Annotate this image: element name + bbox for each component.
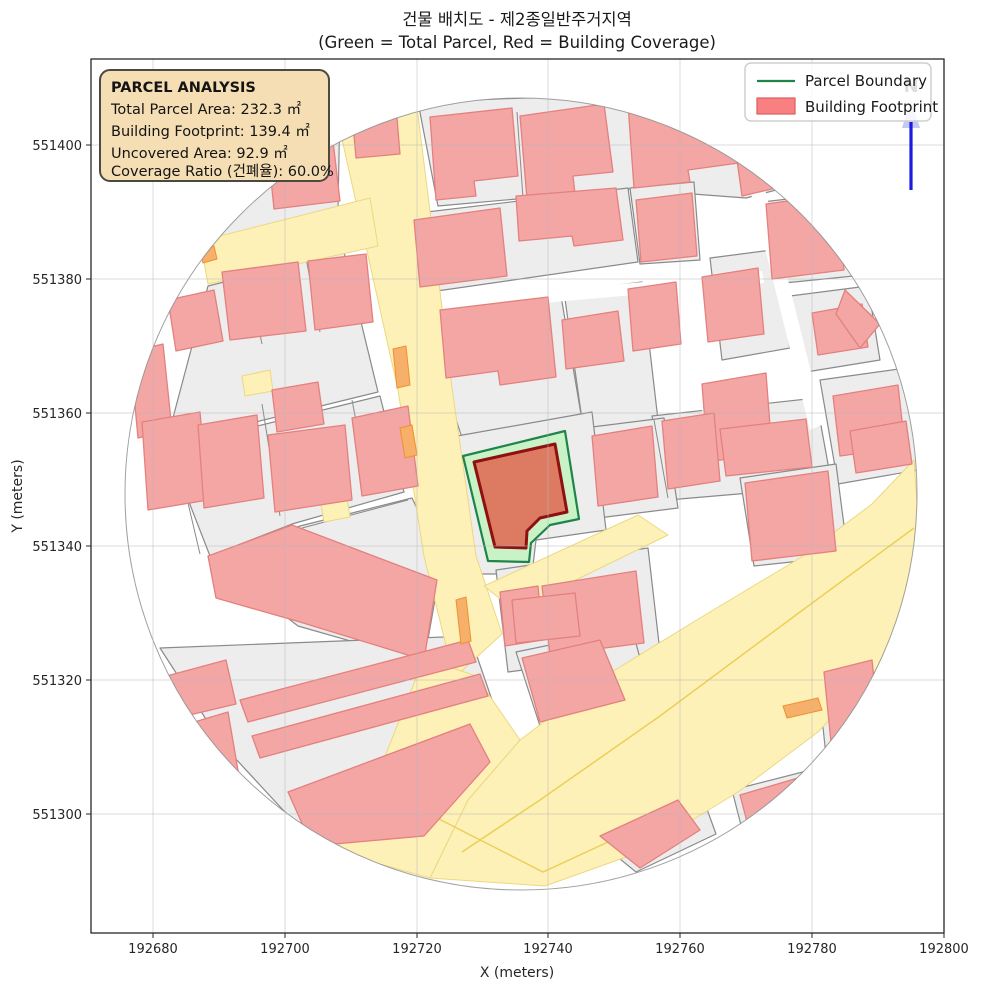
y-tick-label: 551360: [32, 407, 82, 422]
x-tick-label: 192700: [260, 942, 310, 957]
x-tick-label: 192800: [919, 942, 969, 957]
info-box-panel: [99, 69, 330, 182]
x-tick-label: 192720: [392, 942, 442, 957]
grid: [91, 59, 944, 933]
buffer-circle-outline: [124, 97, 918, 891]
info-box-heading: PARCEL ANALYSIS: [111, 80, 256, 96]
y-axis-label: Y (meters): [10, 459, 26, 533]
x-axis: 192680 192700 192720 192740 192760 19278…: [128, 933, 969, 981]
legend: Parcel Boundary Building Footprint: [744, 62, 938, 122]
legend-item-label: Parcel Boundary: [805, 72, 927, 90]
y-tick-label: 551320: [32, 674, 82, 689]
building-footprint-swatch-icon: [756, 97, 796, 115]
y-axis: 551400 551380 551360 551340 551320 55130…: [10, 139, 91, 823]
y-tick-label: 551400: [32, 139, 82, 154]
info-box-line: Building Footprint: 139.4 ㎡: [111, 123, 310, 140]
info-box-line: Coverage Ratio (건폐율): 60.0%: [111, 163, 334, 180]
x-axis-label: X (meters): [480, 965, 554, 981]
road-centerline: [461, 527, 915, 853]
page-title: 건물 배치도 - 제2종일반주거지역: [402, 10, 632, 29]
info-box-line: Total Parcel Area: 232.3 ㎡: [110, 101, 302, 118]
y-tick-label: 551380: [32, 273, 82, 288]
info-box: PARCEL ANALYSIS Total Parcel Area: 232.3…: [99, 69, 334, 182]
legend-item-label: Building Footprint: [805, 98, 938, 116]
x-tick-label: 192780: [787, 942, 837, 957]
y-tick-label: 551300: [32, 808, 82, 823]
x-tick-label: 192680: [128, 942, 178, 957]
orange-structures-layer: [199, 245, 823, 719]
x-tick-label: 192760: [655, 942, 705, 957]
info-box-line: Uncovered Area: 92.9 ㎡: [111, 145, 288, 162]
y-tick-label: 551340: [32, 540, 82, 555]
axes-frame: [90, 58, 945, 934]
page-subtitle: (Green = Total Parcel, Red = Building Co…: [318, 33, 716, 52]
target-building-footprint: [472, 442, 569, 550]
x-tick-label: 192740: [523, 942, 573, 957]
